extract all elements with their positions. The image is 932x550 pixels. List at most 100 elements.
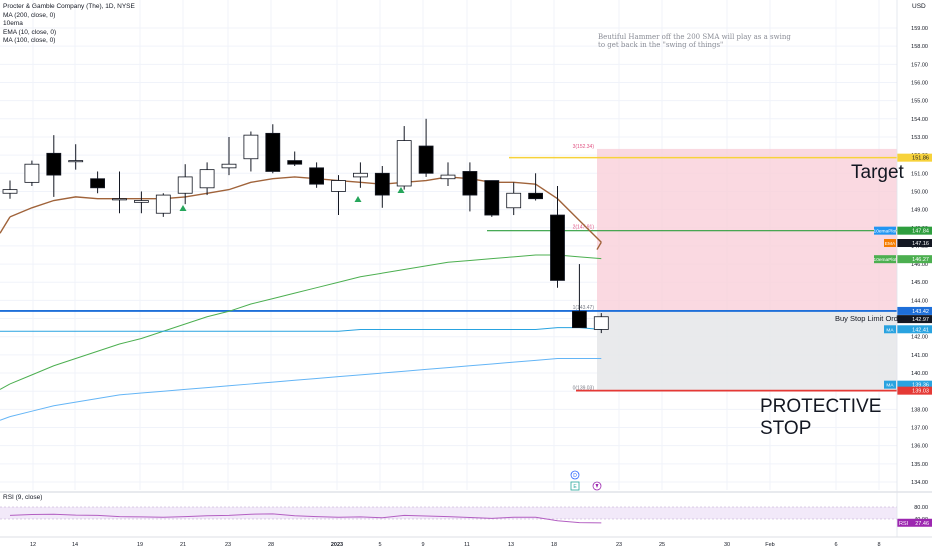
- x-tick-label: 12: [30, 542, 36, 548]
- ema10-line-end: [596, 241, 602, 250]
- indicator-tag-label: MA: [886, 383, 894, 389]
- y-tick-label: 149.00: [911, 208, 928, 214]
- price-tag: [897, 153, 932, 162]
- currency-label: USD: [912, 3, 926, 10]
- price-tag: [897, 380, 932, 389]
- rsi-tag-value: 27.46: [915, 521, 929, 527]
- candle-up: [68, 160, 84, 163]
- legend-ma200[interactable]: MA (200, close, 0): [3, 11, 56, 19]
- price-tag: [897, 255, 932, 264]
- dividend-marker-label: D: [573, 473, 577, 479]
- candle-up: [243, 134, 259, 160]
- candle-up: [331, 180, 346, 192]
- position-level-label: 3(152.34): [573, 144, 595, 150]
- legend-ma100[interactable]: MA (100, close, 0): [3, 37, 56, 44]
- price-tag-label: 139.03: [912, 389, 929, 395]
- price-tag-label: 151.86: [912, 156, 929, 162]
- y-tick-label: 144.00: [911, 298, 928, 304]
- candle-up: [221, 163, 237, 169]
- signal-triangle-icon: [354, 196, 362, 202]
- indicator-tag-label: EMA: [885, 241, 896, 247]
- x-tick-label: Feb: [765, 542, 774, 548]
- price-tag-label: 139.36: [912, 383, 929, 389]
- rsi-tag-name: RSI: [899, 521, 909, 527]
- target-label[interactable]: Target: [851, 162, 904, 183]
- candle-up: [177, 176, 193, 194]
- rsi-title[interactable]: RSI (9, close): [3, 494, 43, 501]
- protective-stop-label[interactable]: PROTECTIVE STOP: [760, 396, 882, 439]
- rsi-value-tag: [897, 518, 932, 527]
- chart-legend: Procter & Gamble Company (The), 1D, NYSE…: [3, 3, 135, 46]
- candle-down: [374, 172, 390, 196]
- legend-ema10[interactable]: EMA (10, close, 0): [3, 28, 57, 36]
- symbol-title[interactable]: Procter & Gamble Company (The), 1D, NYSE: [3, 3, 135, 10]
- x-tick-label: 9: [421, 542, 424, 548]
- price-tag-label: 142.97: [912, 317, 929, 323]
- indicator-tag: [884, 380, 896, 389]
- order-label[interactable]: Buy Stop Limit Order: [835, 314, 905, 323]
- y-tick-label: 150.00: [911, 189, 928, 195]
- x-tick-label: 28: [268, 542, 274, 548]
- y-tick-label: 135.00: [911, 462, 928, 468]
- position-level-label: 1(143.47): [573, 305, 595, 311]
- x-tick-label: 25: [659, 542, 665, 548]
- indicator-tag-label: 10emaPlot: [874, 229, 898, 235]
- candle-down: [287, 160, 303, 165]
- candle-down: [418, 145, 434, 174]
- price-tag: [897, 226, 932, 235]
- ema10-line-edge: [0, 216, 11, 234]
- candle-up: [133, 200, 149, 203]
- legend-10ema[interactable]: 10ema: [3, 20, 23, 27]
- x-tick-label: 18: [551, 542, 557, 548]
- x-tick-label: 2023: [331, 542, 343, 548]
- price-tag-label: 147.16: [912, 241, 929, 247]
- candle-up: [396, 140, 412, 187]
- y-tick-label: 134.00: [911, 480, 928, 486]
- x-tick-label: 8: [877, 542, 880, 548]
- dividend-marker-icon: [570, 470, 580, 480]
- indicator-tag-label: 10emaPlot: [874, 257, 898, 263]
- price-tag: [897, 239, 932, 248]
- candle-down: [462, 171, 478, 196]
- earnings-marker-label: E: [573, 484, 577, 490]
- indicator-tag: [874, 255, 896, 264]
- candle-up: [593, 316, 609, 330]
- ma200-line: [9, 254, 602, 385]
- candle-up: [352, 172, 368, 178]
- candle-up: [2, 189, 18, 194]
- x-tick-label: 5: [378, 542, 381, 548]
- indicator-tag: [884, 325, 896, 334]
- x-tick-label: 23: [616, 542, 622, 548]
- ma100-line: [9, 358, 602, 418]
- y-tick-label: 158.00: [911, 44, 928, 50]
- price-tag: [897, 306, 932, 315]
- y-tick-label: 153.00: [911, 135, 928, 141]
- price-tag: [897, 325, 932, 334]
- price-tag: [897, 386, 932, 395]
- x-tick-label: 19: [137, 542, 143, 548]
- ma200-line-edge: [0, 383, 11, 390]
- x-tick-label: 23: [225, 542, 231, 548]
- y-tick-label: 141.00: [911, 353, 928, 359]
- candle-down: [309, 167, 325, 185]
- candle-up: [155, 194, 171, 214]
- price-tag-label: 142.41: [912, 327, 929, 333]
- y-tick-label: 137.00: [911, 426, 928, 432]
- x-tick-label: 11: [464, 542, 470, 548]
- price-tag-label: 143.42: [912, 309, 929, 315]
- y-tick-label: 136.00: [911, 444, 928, 450]
- indicator-tag: [884, 239, 896, 248]
- target-zone: [597, 148, 897, 311]
- dividend-marker-glyph: [595, 484, 599, 488]
- y-tick-label: 146.00: [911, 262, 928, 268]
- candle-down: [528, 192, 543, 200]
- annotation-text[interactable]: Beutiful Hammer off the 200 SMA will pla…: [598, 33, 791, 49]
- candle-up: [199, 169, 215, 189]
- x-tick-label: 13: [508, 542, 514, 548]
- candle-up: [440, 174, 456, 180]
- ema10-line: [9, 176, 602, 243]
- y-tick-label: 159.00: [911, 26, 928, 32]
- candle-up: [112, 198, 127, 201]
- stop-zone: [597, 310, 897, 391]
